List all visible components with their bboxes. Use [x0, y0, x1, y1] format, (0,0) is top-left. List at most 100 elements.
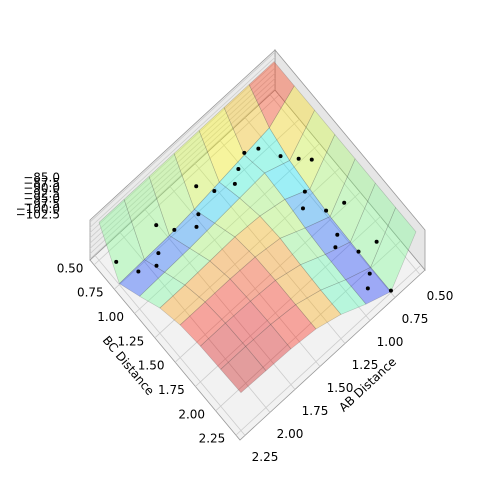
x-tick-label: 0.50 [427, 289, 454, 303]
surface-patch [184, 260, 231, 303]
y-tick-label: 1.50 [138, 359, 165, 373]
trajectory-point [196, 212, 201, 217]
x-tick-label: 2.00 [277, 427, 304, 441]
trajectory-point [172, 227, 177, 232]
trajectory-point [236, 167, 241, 172]
surface-patch [189, 222, 236, 262]
trajectory-point [212, 188, 217, 193]
surface-patch [284, 188, 331, 229]
grid-line [89, 51, 276, 223]
surface-patch [309, 133, 356, 218]
trajectory-point [256, 146, 261, 151]
surface-patch [279, 227, 326, 266]
grid-line [93, 94, 280, 266]
trajectory [114, 146, 393, 293]
grid-line [94, 255, 246, 436]
z-tick-label: −95.0 [23, 192, 60, 206]
surface-patch [220, 345, 267, 394]
surface-patch [324, 241, 372, 281]
trajectory-point [374, 239, 379, 244]
surface-patch [350, 182, 397, 268]
trajectory-point [156, 251, 161, 256]
surface-patch [243, 127, 291, 174]
surface-patch [234, 215, 281, 258]
surface-patch [143, 235, 191, 273]
surface [98, 61, 417, 394]
y-tick-label: 1.75 [158, 383, 185, 397]
surface-patch [168, 208, 216, 249]
grid-line [89, 78, 276, 249]
y-tick-label: 0.75 [77, 286, 104, 300]
surface-patch [245, 324, 292, 372]
grid-line [215, 240, 401, 412]
x-tick-label: 1.75 [302, 404, 329, 418]
grid-line [89, 57, 276, 228]
surface-patch [198, 107, 245, 183]
trajectory-point [309, 157, 314, 162]
grid-line [119, 232, 271, 413]
z-tick-label: −87.5 [23, 176, 60, 190]
x-tick-label: 1.00 [377, 335, 404, 349]
y-tick-label: 2.00 [178, 407, 205, 421]
trajectory-point [232, 181, 237, 186]
trajectory-point [333, 245, 338, 250]
grid-line [244, 117, 396, 298]
surface-patch [329, 158, 376, 243]
surface-patch [98, 198, 145, 285]
surface-patch [164, 247, 211, 286]
z-tick-label: −90.0 [23, 181, 60, 195]
surface-patch [214, 197, 261, 238]
grid-line [89, 88, 276, 260]
trajectory-point [300, 206, 305, 211]
trajectory-point [324, 208, 329, 213]
surface-patch [218, 154, 266, 199]
surface-patch [248, 61, 295, 129]
surface-patch [173, 129, 220, 210]
trajectory-point [278, 154, 283, 159]
trajectory-point [194, 224, 199, 229]
surface-patch [270, 304, 317, 350]
trajectory-point [296, 156, 301, 161]
grid-line [269, 94, 421, 275]
trajectory-point [154, 223, 159, 228]
trajectory-point [194, 184, 199, 189]
axes-panes: 0.50 0.75 1.00 1.25 1.50 1.75 2.00 2.25 0.50 0.75… [16, 48, 454, 464]
grid-line [134, 143, 320, 314]
surface-patch [239, 172, 286, 217]
y-tick-label: 2.25 [199, 432, 226, 446]
z-tick-label: −92.5 [23, 186, 60, 200]
grid-line [89, 83, 276, 254]
surface-patch [299, 254, 347, 291]
surface-patch [345, 266, 392, 305]
grid-line [89, 62, 276, 233]
grid-line [219, 140, 371, 321]
x-tick-label: 1.50 [327, 381, 354, 395]
grid-line [169, 186, 321, 367]
surface-patch [295, 289, 342, 330]
surface-patch [229, 256, 276, 302]
trajectory-point [335, 232, 340, 237]
trajectory-point [242, 150, 247, 155]
grid-line [174, 191, 361, 363]
trajectory-point [388, 288, 393, 293]
surface-patch [209, 236, 256, 280]
y-tick-label: 0.50 [57, 261, 84, 275]
x-tick-label: 1.25 [352, 358, 379, 372]
surface-patch [148, 152, 195, 237]
z-tick-label: −85.0 [23, 171, 60, 185]
surface-patch [159, 284, 206, 326]
surface-patch [199, 322, 247, 370]
trajectory-point [367, 271, 372, 276]
z-tick-label: −97.5 [23, 197, 60, 211]
y-tick-label: 1.25 [118, 334, 145, 348]
surface-patch [193, 181, 241, 224]
side-pane [89, 49, 276, 261]
surface-patch [249, 279, 297, 325]
grid-line [89, 67, 276, 239]
surface-patch [123, 175, 170, 261]
grid-line [195, 216, 381, 387]
trajectory-point [114, 259, 119, 264]
trajectory-point [365, 286, 370, 291]
z-tick-label: −102.5 [16, 207, 60, 221]
